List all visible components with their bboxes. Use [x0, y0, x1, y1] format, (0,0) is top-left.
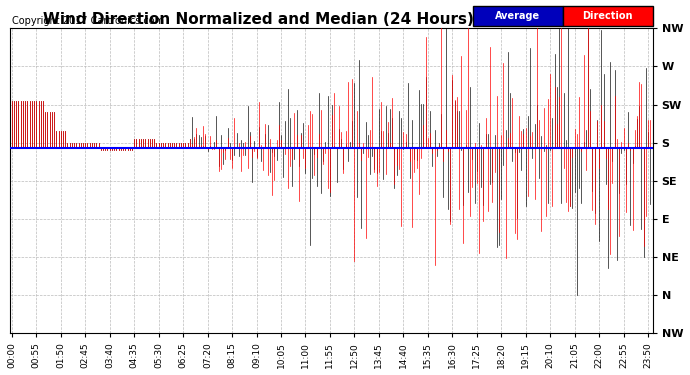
Title: Wind Direction Normalized and Median (24 Hours) (New) 20171101: Wind Direction Normalized and Median (24… [43, 12, 620, 27]
Text: Average: Average [495, 10, 540, 21]
Text: Direction: Direction [582, 10, 633, 21]
Text: Copyright 2017 Cartronics.com: Copyright 2017 Cartronics.com [12, 16, 164, 26]
FancyBboxPatch shape [562, 6, 653, 26]
FancyBboxPatch shape [473, 6, 562, 26]
